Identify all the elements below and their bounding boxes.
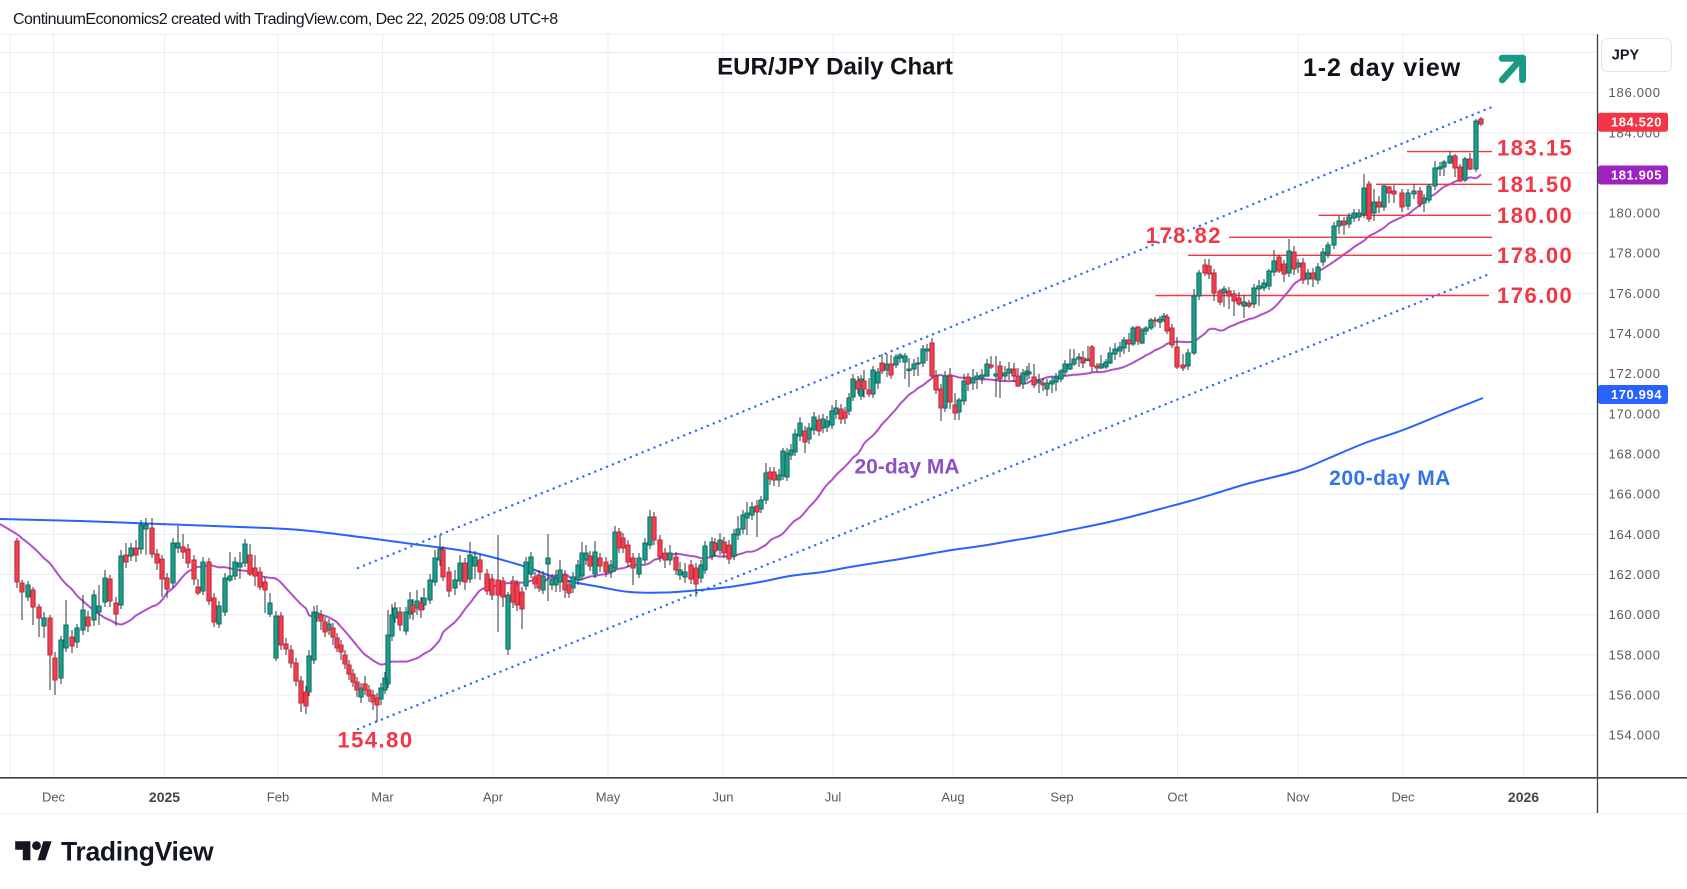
svg-text:176.00: 176.00: [1497, 283, 1573, 308]
svg-text:Nov: Nov: [1286, 790, 1310, 805]
svg-text:Jul: Jul: [825, 790, 842, 805]
svg-text:Oct: Oct: [1167, 790, 1188, 805]
svg-text:20-day MA: 20-day MA: [854, 456, 959, 479]
svg-text:TradingView: TradingView: [61, 837, 214, 867]
svg-text:168.000: 168.000: [1609, 447, 1661, 462]
svg-text:174.000: 174.000: [1609, 326, 1661, 341]
svg-text:178.82: 178.82: [1146, 223, 1222, 248]
svg-text:ContinuumEconomics2 created wi: ContinuumEconomics2 created with Trading…: [13, 11, 558, 28]
svg-text:EUR/JPY Daily Chart: EUR/JPY Daily Chart: [717, 54, 953, 81]
svg-text:170.994: 170.994: [1611, 387, 1662, 402]
svg-text:162.000: 162.000: [1609, 567, 1661, 582]
svg-text:183.15: 183.15: [1497, 136, 1573, 161]
svg-text:JPY: JPY: [1612, 48, 1640, 64]
svg-text:181.905: 181.905: [1611, 168, 1662, 183]
svg-text:186.000: 186.000: [1609, 85, 1661, 100]
svg-text:1-2 day view: 1-2 day view: [1303, 54, 1461, 82]
svg-text:Feb: Feb: [267, 790, 289, 805]
svg-text:166.000: 166.000: [1609, 487, 1661, 502]
svg-text:200-day MA: 200-day MA: [1329, 467, 1451, 490]
svg-text:164.000: 164.000: [1609, 527, 1661, 542]
svg-text:180.00: 180.00: [1497, 203, 1573, 228]
svg-text:178.00: 178.00: [1497, 243, 1573, 268]
svg-text:Mar: Mar: [371, 790, 394, 805]
svg-text:Dec: Dec: [1391, 790, 1415, 805]
svg-text:160.000: 160.000: [1609, 607, 1661, 622]
svg-text:Sep: Sep: [1050, 790, 1073, 805]
svg-text:178.000: 178.000: [1609, 246, 1661, 261]
svg-text:184.520: 184.520: [1611, 115, 1662, 130]
svg-text:Dec: Dec: [42, 790, 66, 805]
svg-text:154.000: 154.000: [1609, 728, 1661, 743]
svg-text:172.000: 172.000: [1609, 366, 1661, 381]
svg-text:154.80: 154.80: [337, 728, 413, 753]
svg-text:Apr: Apr: [483, 790, 504, 805]
svg-text:May: May: [596, 790, 621, 805]
svg-text:2026: 2026: [1508, 789, 1539, 805]
svg-text:176.000: 176.000: [1609, 286, 1661, 301]
svg-text:Jun: Jun: [713, 790, 734, 805]
svg-text:2025: 2025: [149, 789, 180, 805]
svg-text:Aug: Aug: [941, 790, 964, 805]
svg-text:158.000: 158.000: [1609, 647, 1661, 662]
svg-text:170.000: 170.000: [1609, 406, 1661, 421]
svg-text:181.50: 181.50: [1497, 172, 1573, 197]
svg-text:180.000: 180.000: [1609, 206, 1661, 221]
svg-text:156.000: 156.000: [1609, 688, 1661, 703]
